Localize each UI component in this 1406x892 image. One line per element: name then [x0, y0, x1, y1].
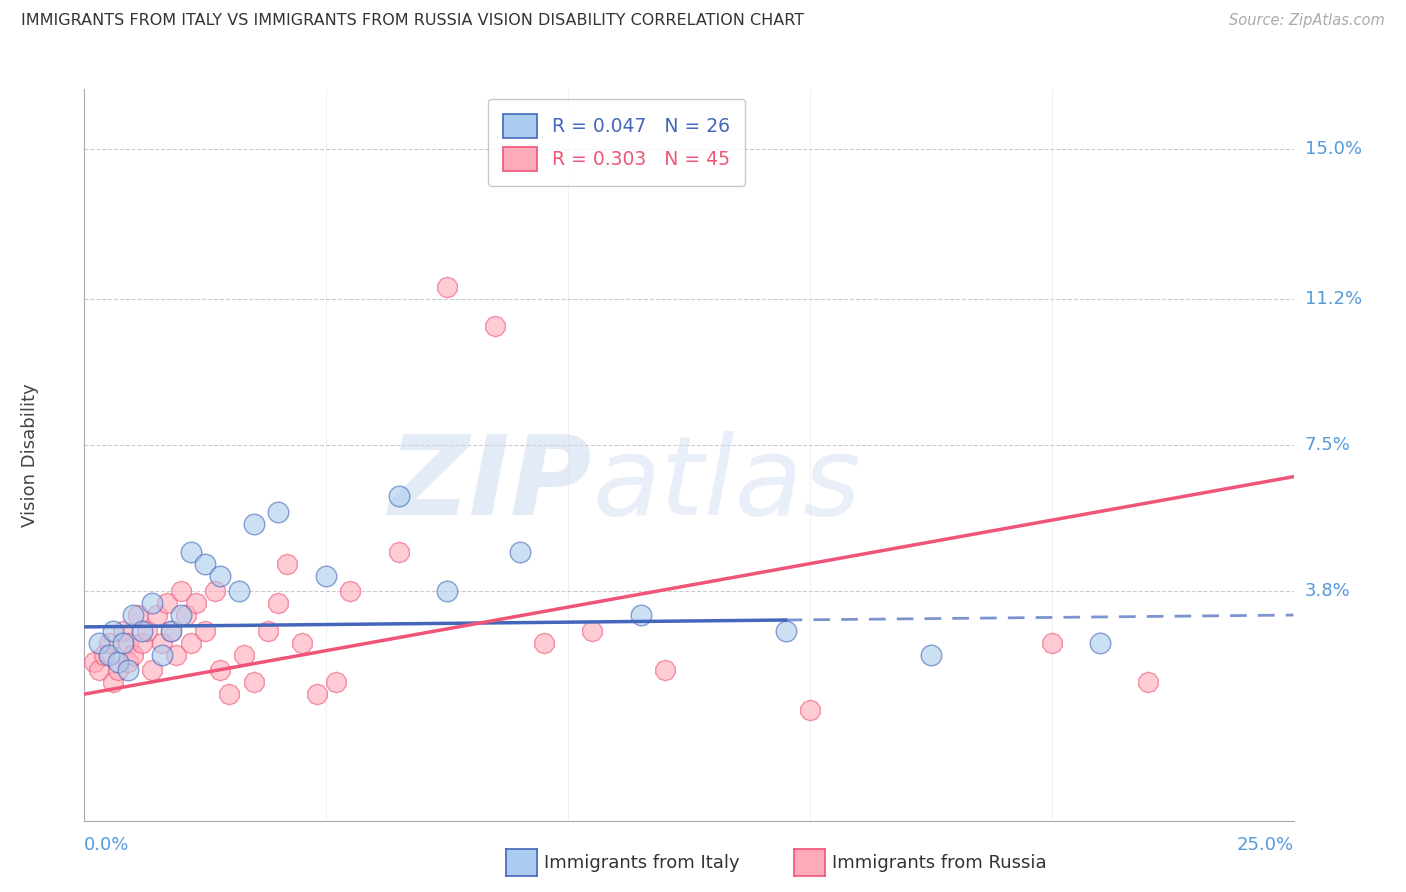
Point: [121, 608, 143, 623]
Point: [208, 568, 231, 582]
Point: [170, 608, 193, 623]
Point: [103, 624, 125, 638]
Point: [136, 624, 159, 638]
Point: [204, 584, 226, 599]
Point: [654, 664, 676, 678]
Text: atlas: atlas: [592, 431, 860, 538]
Point: [87, 636, 110, 650]
Point: [1040, 636, 1063, 650]
Point: [388, 545, 411, 559]
Point: [325, 675, 347, 690]
Point: [160, 624, 183, 638]
Text: 3.8%: 3.8%: [1305, 582, 1350, 600]
Point: [155, 596, 177, 610]
Point: [160, 624, 183, 638]
Point: [920, 648, 942, 662]
Point: [276, 557, 298, 571]
Point: [131, 624, 153, 638]
Text: 11.2%: 11.2%: [1305, 290, 1362, 308]
Point: [1137, 675, 1160, 690]
Point: [436, 584, 458, 599]
Point: [184, 596, 207, 610]
Legend: R = 0.047   N = 26, R = 0.303   N = 45: R = 0.047 N = 26, R = 0.303 N = 45: [488, 99, 745, 186]
Point: [146, 608, 169, 623]
Point: [1088, 636, 1111, 650]
Point: [107, 656, 129, 670]
Point: [630, 608, 652, 623]
Point: [117, 656, 139, 670]
Text: IMMIGRANTS FROM ITALY VS IMMIGRANTS FROM RUSSIA VISION DISABILITY CORRELATION CH: IMMIGRANTS FROM ITALY VS IMMIGRANTS FROM…: [21, 13, 804, 29]
Point: [174, 608, 197, 623]
Point: [170, 584, 193, 599]
Point: [141, 596, 163, 610]
Point: [436, 280, 458, 294]
Point: [509, 545, 531, 559]
Point: [194, 557, 217, 571]
Point: [257, 624, 280, 638]
Text: Immigrants from Italy: Immigrants from Italy: [544, 854, 740, 871]
Point: [83, 656, 105, 670]
Point: [121, 648, 143, 662]
Point: [339, 584, 361, 599]
Point: [180, 545, 202, 559]
Text: 0.0%: 0.0%: [84, 837, 129, 855]
Point: [228, 584, 250, 599]
Point: [218, 687, 240, 701]
Point: [267, 596, 290, 610]
Point: [97, 636, 120, 650]
Point: [150, 648, 173, 662]
Point: [388, 490, 411, 504]
Point: [97, 648, 120, 662]
Text: 7.5%: 7.5%: [1305, 436, 1351, 454]
Point: [581, 624, 603, 638]
Point: [267, 505, 290, 519]
Point: [117, 664, 139, 678]
Text: 15.0%: 15.0%: [1305, 139, 1361, 158]
Point: [93, 648, 115, 662]
Point: [799, 703, 821, 717]
Point: [242, 517, 264, 532]
Point: [180, 636, 202, 650]
Point: [127, 608, 149, 623]
Point: [194, 624, 217, 638]
Point: [533, 636, 555, 650]
Point: [131, 636, 153, 650]
Point: [233, 648, 256, 662]
Point: [117, 636, 139, 650]
Point: [291, 636, 314, 650]
Point: [103, 675, 125, 690]
Point: [484, 319, 506, 334]
Point: [141, 664, 163, 678]
Point: [208, 664, 231, 678]
Point: [242, 675, 264, 690]
Text: Immigrants from Russia: Immigrants from Russia: [832, 854, 1047, 871]
Text: 25.0%: 25.0%: [1236, 837, 1294, 855]
Point: [107, 664, 129, 678]
Point: [112, 636, 135, 650]
Point: [165, 648, 187, 662]
Text: Vision Disability: Vision Disability: [21, 383, 39, 527]
Text: Source: ZipAtlas.com: Source: ZipAtlas.com: [1229, 13, 1385, 29]
Text: ZIP: ZIP: [388, 431, 592, 538]
Point: [305, 687, 328, 701]
Point: [150, 636, 173, 650]
Point: [315, 568, 337, 582]
Point: [775, 624, 797, 638]
Point: [112, 624, 135, 638]
Point: [87, 664, 110, 678]
